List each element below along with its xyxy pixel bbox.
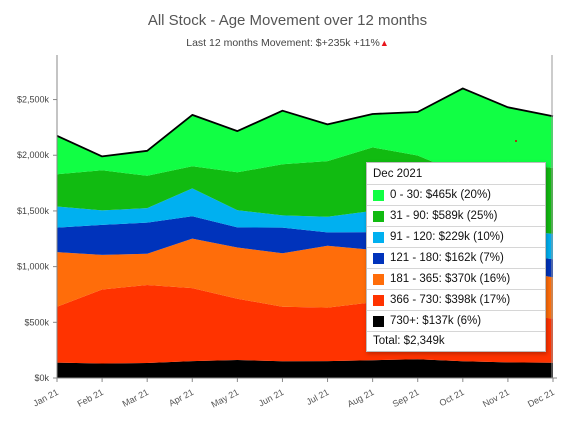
legend-swatch bbox=[373, 252, 384, 264]
tooltip-row: 121 - 180: $162k (7%) bbox=[367, 247, 545, 268]
y-tick-label: $1,500k bbox=[17, 206, 50, 216]
tooltip-row: 730+: $137k (6%) bbox=[367, 310, 545, 331]
tooltip-row: 366 - 730: $398k (17%) bbox=[367, 289, 545, 310]
tooltip-row-label: 366 - 730: $398k (17%) bbox=[390, 294, 511, 306]
legend-swatch bbox=[373, 231, 384, 243]
tooltip-row-label: 730+: $137k (6%) bbox=[390, 315, 482, 327]
tooltip-row: 0 - 30: $465k (20%) bbox=[367, 184, 545, 205]
y-tick-label: $2,000k bbox=[17, 150, 50, 160]
area-series-0-30 bbox=[57, 88, 553, 176]
tooltip-row-label: 181 - 365: $370k (16%) bbox=[390, 273, 511, 285]
legend-swatch bbox=[373, 315, 384, 327]
chart-tooltip: Dec 2021 0 - 30: $465k (20%) 31 - 90: $58… bbox=[366, 162, 546, 352]
x-tick-label: Jun 21 bbox=[257, 387, 286, 409]
tooltip-row-label: 91 - 120: $229k (10%) bbox=[390, 231, 504, 243]
chart-subtitle: Last 12 months Movement: $+235k +11%▲ bbox=[0, 37, 575, 49]
x-tick-label: Mar 21 bbox=[121, 387, 150, 409]
red-up-triangle-icon: ▲ bbox=[379, 38, 389, 48]
legend-swatch bbox=[373, 294, 384, 306]
legend-swatch bbox=[373, 210, 384, 222]
tooltip-row-label: 0 - 30: $465k (20%) bbox=[390, 189, 492, 201]
subtitle-text: Last 12 months Movement: $+235k +11% bbox=[186, 37, 380, 49]
legend-swatch bbox=[373, 273, 384, 285]
y-tick-label: $1,000k bbox=[17, 262, 50, 272]
area-series-730 bbox=[57, 359, 553, 378]
x-tick-label: Nov 21 bbox=[481, 387, 511, 409]
legend-swatch bbox=[373, 189, 384, 201]
hover-cursor-dot bbox=[515, 140, 517, 142]
x-tick-label: Jan 21 bbox=[31, 387, 60, 409]
x-tick-label: Feb 21 bbox=[76, 387, 105, 409]
tooltip-total: Total: $2,349k bbox=[367, 331, 545, 351]
x-tick-label: Jul 21 bbox=[305, 387, 331, 407]
x-tick-label: Sep 21 bbox=[391, 387, 421, 409]
x-tick-label: Aug 21 bbox=[346, 387, 376, 409]
area-series-121-180 bbox=[57, 216, 553, 278]
total-line bbox=[56, 87, 554, 158]
tooltip-row: 31 - 90: $589k (25%) bbox=[367, 205, 545, 226]
x-tick-label: May 21 bbox=[210, 387, 241, 410]
y-tick-label: $0k bbox=[34, 373, 49, 383]
tooltip-row: 91 - 120: $229k (10%) bbox=[367, 226, 545, 247]
x-tick-label: Oct 21 bbox=[438, 387, 466, 408]
y-tick-label: $2,500k bbox=[17, 95, 50, 105]
tooltip-row-label: 31 - 90: $589k (25%) bbox=[390, 210, 498, 222]
x-tick-label: Apr 21 bbox=[167, 387, 195, 408]
hover-marks bbox=[515, 55, 553, 378]
y-tick-label: $500k bbox=[24, 317, 49, 327]
x-tick-label: Dec 21 bbox=[526, 387, 556, 409]
tooltip-row-label: 121 - 180: $162k (7%) bbox=[390, 252, 504, 264]
tooltip-header: Dec 2021 bbox=[373, 168, 423, 180]
tooltip-row: 181 - 365: $370k (16%) bbox=[367, 268, 545, 289]
area-series-91-120 bbox=[57, 188, 553, 260]
chart-title: All Stock - Age Movement over 12 months bbox=[147, 12, 428, 29]
